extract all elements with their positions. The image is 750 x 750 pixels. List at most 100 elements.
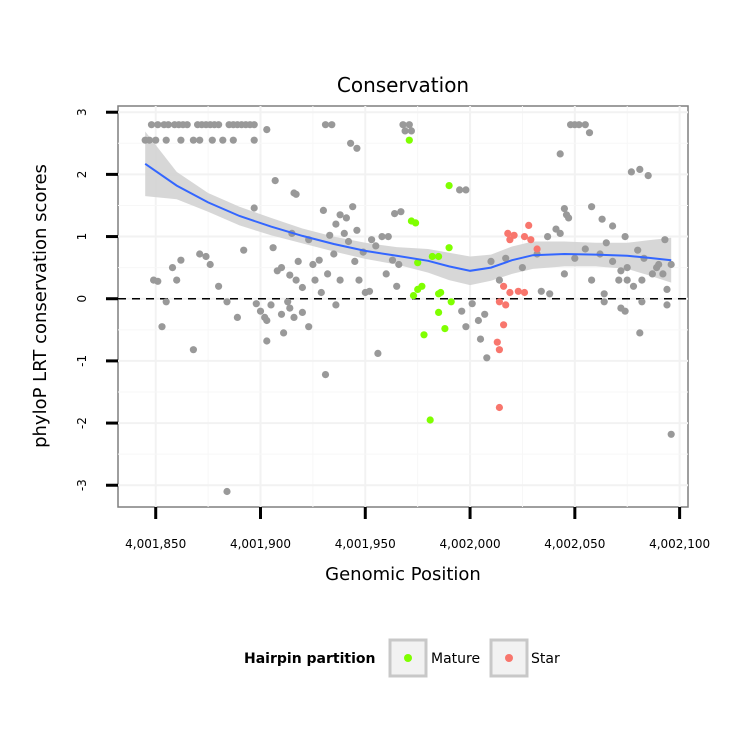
point-other bbox=[173, 276, 181, 284]
point-other bbox=[495, 276, 503, 284]
point-other bbox=[162, 298, 170, 306]
point-other bbox=[518, 264, 527, 272]
point-other bbox=[263, 126, 271, 134]
point-star bbox=[500, 321, 508, 329]
point-other bbox=[609, 222, 617, 230]
point-other bbox=[481, 310, 489, 318]
point-other bbox=[575, 121, 583, 129]
point-other bbox=[332, 301, 340, 309]
y-tick-label: 1 bbox=[75, 233, 89, 241]
point-other bbox=[202, 252, 210, 261]
point-other bbox=[196, 136, 204, 144]
point-mature bbox=[414, 285, 422, 293]
point-other bbox=[667, 430, 675, 438]
point-other bbox=[351, 257, 359, 265]
legend-label-star: Star bbox=[531, 651, 560, 667]
legend-label-mature: Mature bbox=[431, 651, 480, 667]
point-other bbox=[655, 260, 663, 269]
point-star bbox=[520, 288, 529, 297]
point-other bbox=[600, 298, 608, 306]
point-other bbox=[305, 323, 313, 331]
point-other bbox=[250, 204, 258, 212]
point-other bbox=[315, 256, 323, 264]
point-other bbox=[374, 349, 382, 357]
point-other bbox=[393, 282, 401, 290]
point-star bbox=[533, 245, 541, 253]
point-other bbox=[462, 323, 470, 331]
legend-title: Hairpin partition bbox=[244, 651, 375, 667]
point-other bbox=[638, 276, 646, 284]
point-other bbox=[399, 121, 407, 129]
point-other bbox=[250, 136, 258, 144]
point-star bbox=[495, 298, 503, 306]
point-other bbox=[267, 301, 275, 309]
point-other bbox=[615, 276, 623, 284]
point-other bbox=[319, 206, 327, 214]
point-other bbox=[349, 203, 357, 211]
chart-title: Conservation bbox=[337, 73, 469, 97]
point-other bbox=[644, 172, 652, 180]
point-mature bbox=[414, 259, 422, 267]
point-other bbox=[483, 354, 491, 362]
point-other bbox=[277, 310, 286, 318]
point-other bbox=[648, 270, 657, 278]
point-other bbox=[263, 337, 271, 345]
point-mature bbox=[447, 298, 455, 306]
point-other bbox=[189, 136, 197, 144]
point-other bbox=[277, 264, 286, 272]
smooth-line bbox=[144, 162, 672, 272]
point-other bbox=[388, 256, 397, 264]
y-tick-label: 0 bbox=[75, 295, 89, 303]
point-star bbox=[495, 346, 503, 354]
point-other bbox=[177, 136, 185, 144]
point-other bbox=[397, 208, 405, 216]
point-mature bbox=[437, 288, 445, 297]
point-other bbox=[661, 236, 669, 244]
point-other bbox=[372, 242, 380, 250]
point-other bbox=[330, 250, 338, 258]
x-tick-label: 4,002,050 bbox=[544, 537, 605, 551]
point-other bbox=[240, 246, 248, 254]
point-other bbox=[324, 270, 332, 278]
point-other bbox=[487, 257, 495, 265]
point-other bbox=[368, 236, 376, 244]
point-other bbox=[233, 313, 241, 321]
point-other bbox=[154, 121, 162, 129]
legend-swatch-star bbox=[505, 654, 513, 662]
y-tick-label: -2 bbox=[75, 417, 89, 429]
point-star bbox=[500, 282, 508, 290]
point-other bbox=[598, 215, 606, 223]
point-other bbox=[280, 329, 288, 337]
point-other bbox=[347, 139, 355, 147]
x-tick-label: 4,002,100 bbox=[649, 537, 710, 551]
point-other bbox=[544, 233, 552, 241]
point-other bbox=[556, 150, 564, 158]
y-tick-label: -3 bbox=[75, 479, 89, 491]
point-other bbox=[571, 254, 579, 262]
point-other bbox=[634, 246, 642, 254]
point-star bbox=[527, 236, 535, 244]
point-mature bbox=[445, 182, 453, 190]
point-other bbox=[560, 270, 569, 278]
point-other bbox=[154, 277, 162, 285]
point-other bbox=[617, 267, 625, 275]
point-other bbox=[382, 270, 390, 278]
point-other bbox=[311, 276, 319, 284]
point-other bbox=[663, 285, 671, 293]
point-other bbox=[344, 237, 353, 246]
point-other bbox=[152, 136, 160, 144]
point-mature bbox=[409, 292, 418, 300]
point-other bbox=[546, 290, 554, 298]
point-other bbox=[365, 287, 374, 295]
point-other bbox=[286, 271, 294, 279]
point-other bbox=[223, 487, 231, 496]
point-other bbox=[609, 257, 617, 265]
point-other bbox=[353, 144, 361, 152]
point-mature bbox=[428, 252, 436, 261]
y-tick-label: 3 bbox=[75, 108, 89, 116]
point-other bbox=[223, 298, 231, 306]
y-axis-title: phyloP LRT conservation scores bbox=[30, 164, 51, 448]
point-other bbox=[328, 121, 336, 129]
point-mature bbox=[445, 244, 453, 252]
point-other bbox=[158, 323, 166, 331]
